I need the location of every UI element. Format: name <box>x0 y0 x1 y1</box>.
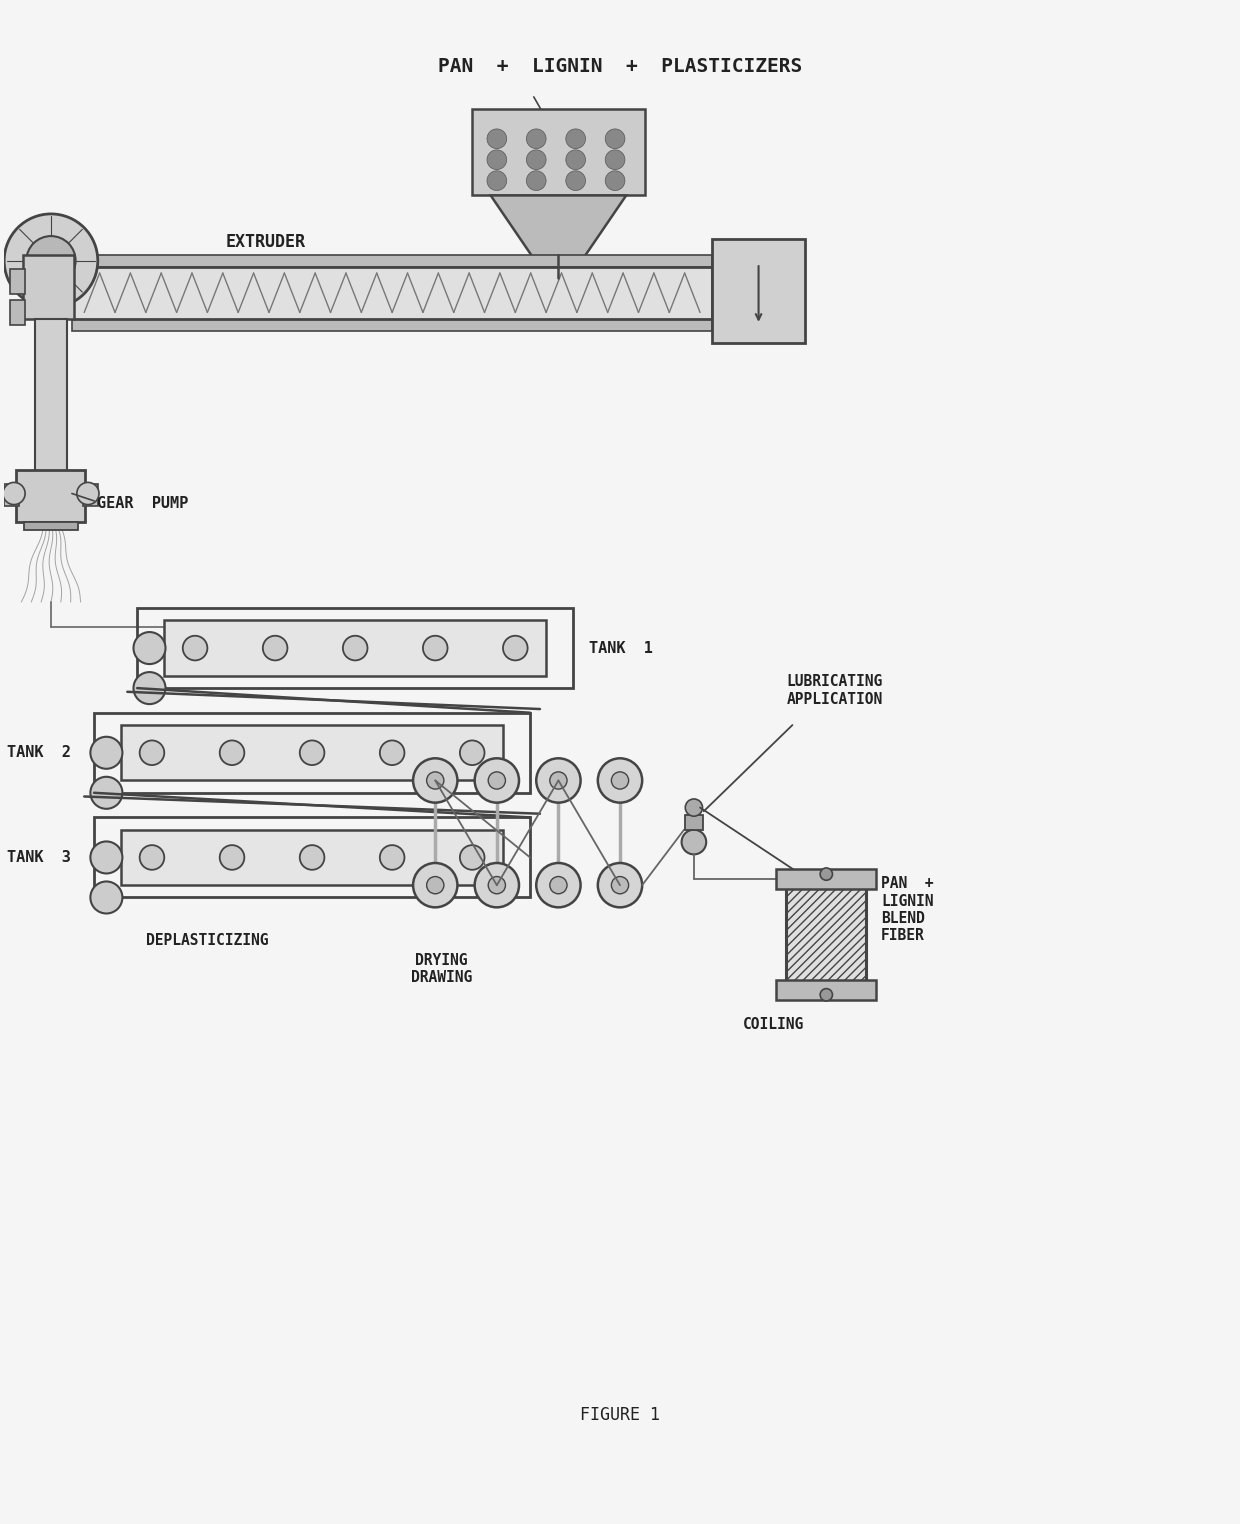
Circle shape <box>475 863 520 907</box>
Circle shape <box>140 846 164 870</box>
Text: FIGURE 1: FIGURE 1 <box>580 1405 660 1423</box>
Bar <box>786 879 867 991</box>
Circle shape <box>413 759 458 803</box>
Bar <box>10 270 25 294</box>
Circle shape <box>343 636 367 660</box>
Circle shape <box>503 636 528 660</box>
Circle shape <box>300 741 325 765</box>
Bar <box>35 319 67 479</box>
Circle shape <box>549 771 567 789</box>
Circle shape <box>686 799 703 817</box>
Bar <box>72 267 712 319</box>
Circle shape <box>460 741 485 765</box>
Polygon shape <box>491 195 626 264</box>
Circle shape <box>489 876 506 893</box>
Circle shape <box>77 483 99 504</box>
Circle shape <box>565 130 585 149</box>
Bar <box>776 980 877 1000</box>
Bar <box>94 817 529 898</box>
Circle shape <box>605 149 625 169</box>
Circle shape <box>605 130 625 149</box>
Circle shape <box>527 130 546 149</box>
Circle shape <box>682 829 707 855</box>
Bar <box>94 713 529 792</box>
Bar <box>24 521 78 530</box>
Circle shape <box>536 863 580 907</box>
Circle shape <box>219 741 244 765</box>
Bar <box>138 608 573 689</box>
Bar <box>536 259 580 277</box>
Text: COILING: COILING <box>743 1017 805 1032</box>
Circle shape <box>487 149 507 169</box>
Circle shape <box>379 846 404 870</box>
Bar <box>776 869 877 888</box>
Bar <box>122 725 503 780</box>
Circle shape <box>820 989 832 1001</box>
Circle shape <box>527 149 546 169</box>
Circle shape <box>91 841 123 873</box>
Text: TANK  3: TANK 3 <box>6 850 71 866</box>
Bar <box>4 483 19 506</box>
Circle shape <box>413 863 458 907</box>
Circle shape <box>134 672 165 704</box>
Bar <box>16 469 86 521</box>
Circle shape <box>598 863 642 907</box>
Circle shape <box>527 171 546 190</box>
Circle shape <box>487 130 507 149</box>
Bar <box>164 620 546 675</box>
Text: GEAR  PUMP: GEAR PUMP <box>97 495 187 511</box>
Bar <box>72 319 712 331</box>
Bar <box>712 239 805 343</box>
Circle shape <box>26 236 76 285</box>
Circle shape <box>91 777 123 809</box>
Circle shape <box>475 759 520 803</box>
Circle shape <box>605 171 625 190</box>
Circle shape <box>4 213 98 308</box>
Circle shape <box>182 636 207 660</box>
Circle shape <box>611 876 629 893</box>
Circle shape <box>91 881 123 913</box>
Circle shape <box>427 876 444 893</box>
Circle shape <box>565 171 585 190</box>
Text: EXTRUDER: EXTRUDER <box>226 233 306 251</box>
Text: DRYING
DRAWING: DRYING DRAWING <box>410 952 472 986</box>
Circle shape <box>423 636 448 660</box>
Text: TANK  1: TANK 1 <box>589 640 653 655</box>
Circle shape <box>460 846 485 870</box>
Circle shape <box>134 632 165 664</box>
Bar <box>72 255 712 267</box>
Circle shape <box>263 636 288 660</box>
Circle shape <box>427 771 444 789</box>
Bar <box>122 829 503 885</box>
Text: PAN  +  LIGNIN  +  PLASTICIZERS: PAN + LIGNIN + PLASTICIZERS <box>438 56 802 76</box>
Bar <box>83 483 98 506</box>
Circle shape <box>379 741 404 765</box>
Text: LUBRICATING
APPLICATION: LUBRICATING APPLICATION <box>786 674 883 707</box>
Circle shape <box>820 869 832 881</box>
Circle shape <box>91 736 123 768</box>
Circle shape <box>598 759 642 803</box>
Circle shape <box>549 876 567 893</box>
Circle shape <box>487 171 507 190</box>
Circle shape <box>2 483 25 504</box>
Bar <box>686 815 703 829</box>
Circle shape <box>219 846 244 870</box>
Text: PAN  +
LIGNIN
BLEND
FIBER: PAN + LIGNIN BLEND FIBER <box>882 876 934 943</box>
Circle shape <box>140 741 164 765</box>
Circle shape <box>565 149 585 169</box>
Bar <box>472 110 645 195</box>
Text: DEPLASTICIZING: DEPLASTICIZING <box>146 933 268 948</box>
Circle shape <box>536 759 580 803</box>
Circle shape <box>489 771 506 789</box>
Circle shape <box>611 771 629 789</box>
Bar <box>22 255 74 319</box>
Bar <box>10 300 25 325</box>
Circle shape <box>300 846 325 870</box>
Text: TANK  2: TANK 2 <box>6 745 71 760</box>
